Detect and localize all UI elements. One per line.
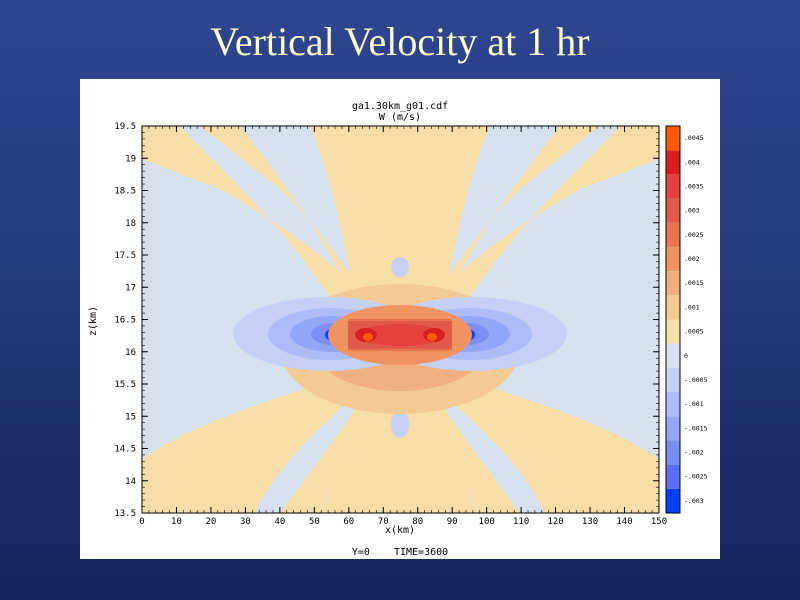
x-tick-label: 60 xyxy=(343,517,354,527)
colorbar-label: -.002 xyxy=(684,449,704,457)
colorbar-swatch xyxy=(666,246,680,272)
x-tick-label: 110 xyxy=(513,517,529,527)
band-lower-mid xyxy=(390,437,410,501)
positive-core xyxy=(328,305,472,365)
x-tick-label: 20 xyxy=(206,517,217,527)
colorbar-label: .0005 xyxy=(684,328,704,336)
colorbar-label: .004 xyxy=(684,158,700,166)
y-tick-label: 16 xyxy=(125,348,136,358)
y-tick-label: 17.5 xyxy=(114,251,136,261)
x-tick-label: 80 xyxy=(412,517,423,527)
plot-panel: ga1.30km_g01.cdf W (m/s) xyxy=(80,79,720,559)
colorbar-swatch xyxy=(666,343,680,368)
contour-field xyxy=(142,126,659,513)
x-tick-label: 120 xyxy=(547,517,563,527)
colorbar-label: .0015 xyxy=(684,279,704,287)
y-tick-label: 18.5 xyxy=(114,187,136,197)
colorbar-swatch xyxy=(666,464,680,489)
chart-subtitle: W (m/s) xyxy=(379,112,421,123)
lobe-lower-blue xyxy=(391,410,409,438)
colorbar-swatch xyxy=(666,392,680,417)
colorbar-label: -.0005 xyxy=(684,376,708,384)
contour-plot: ga1.30km_g01.cdf W (m/s) xyxy=(88,101,708,558)
band-lower-right xyxy=(420,374,659,513)
colorbar-swatch xyxy=(666,126,680,151)
x-tick-label: 10 xyxy=(171,517,182,527)
band-upper-left xyxy=(142,126,380,319)
x-tick-label: 30 xyxy=(240,517,251,527)
colorbar-swatch xyxy=(666,295,680,320)
colorbar-frame xyxy=(665,125,681,514)
band-upper-center xyxy=(310,126,490,319)
colorbar-swatch xyxy=(666,198,680,223)
y-tick-label: 14.5 xyxy=(114,445,136,455)
x-tick-label: 100 xyxy=(479,517,495,527)
colorbar-swatch xyxy=(666,488,680,513)
band-upper-right xyxy=(420,126,659,319)
colorbar-swatch xyxy=(666,367,680,393)
y-axis: 13.5 14 14.5 15 15.5 16 16.5 17 17.5 18 18.5 19 19.5 xyxy=(114,122,659,519)
colorbar-label: .002 xyxy=(684,255,700,263)
colorbar-swatch xyxy=(666,174,680,199)
y-tick-label: 14 xyxy=(125,477,136,487)
x-tick-label: 70 xyxy=(378,517,389,527)
colorbar-label: .003 xyxy=(684,207,700,215)
colorbar-label: -.003 xyxy=(684,497,704,505)
chart-title: ga1.30km_g01.cdf xyxy=(352,101,448,112)
y-tick-label: 17 xyxy=(125,283,136,293)
x-tick-label: 140 xyxy=(616,517,632,527)
footer-label: Y=0 TIME=3600 xyxy=(352,547,448,558)
colorbar-swatch xyxy=(666,440,680,465)
colorbar-label: .001 xyxy=(684,303,700,311)
x-tick-label: 0 xyxy=(139,517,144,527)
colorbar-swatch xyxy=(666,319,680,344)
x-axis: 0 10 20 30 40 50 60 70 80 90 100 110 120 130 140 150 xyxy=(139,126,667,527)
colorbar: -.003 -.0025 -.002 -.0015 -.001 -.0005 0 .0005.… xyxy=(665,125,708,514)
colorbar-swatch xyxy=(666,150,680,175)
y-tick-label: 15.5 xyxy=(114,380,136,390)
colorbar-swatch xyxy=(666,222,680,247)
band-lower-left xyxy=(142,374,380,513)
colorbar-label: .0035 xyxy=(684,182,704,190)
y-tick-label: 18 xyxy=(125,219,136,229)
y-tick-label: 13.5 xyxy=(114,509,136,519)
x-tick-label: 130 xyxy=(582,517,598,527)
y-axis-label: z(km) xyxy=(88,306,99,336)
y-tick-label: 19.5 xyxy=(114,122,136,132)
x-axis-label: x(km) xyxy=(385,525,415,536)
x-tick-label: 40 xyxy=(274,517,285,527)
lobe-upper-blue xyxy=(391,257,409,277)
colorbar-swatch xyxy=(666,416,680,441)
x-tick-label: 150 xyxy=(651,517,667,527)
colorbar-label: .0045 xyxy=(684,134,704,142)
colorbar-label: -.0025 xyxy=(684,473,708,481)
colorbar-swatch xyxy=(666,271,680,296)
colorbar-label: .0025 xyxy=(684,231,704,239)
x-tick-label: 50 xyxy=(309,517,320,527)
y-tick-label: 16.5 xyxy=(114,316,136,326)
y-tick-label: 19 xyxy=(125,154,136,164)
colorbar-label: -.001 xyxy=(684,400,704,408)
colorbar-label: 0 xyxy=(684,352,688,360)
x-tick-label: 90 xyxy=(447,517,458,527)
slide-title: Vertical Velocity at 1 hr xyxy=(210,19,590,64)
y-tick-label: 15 xyxy=(125,412,136,422)
colorbar-label: -.0015 xyxy=(684,424,708,432)
